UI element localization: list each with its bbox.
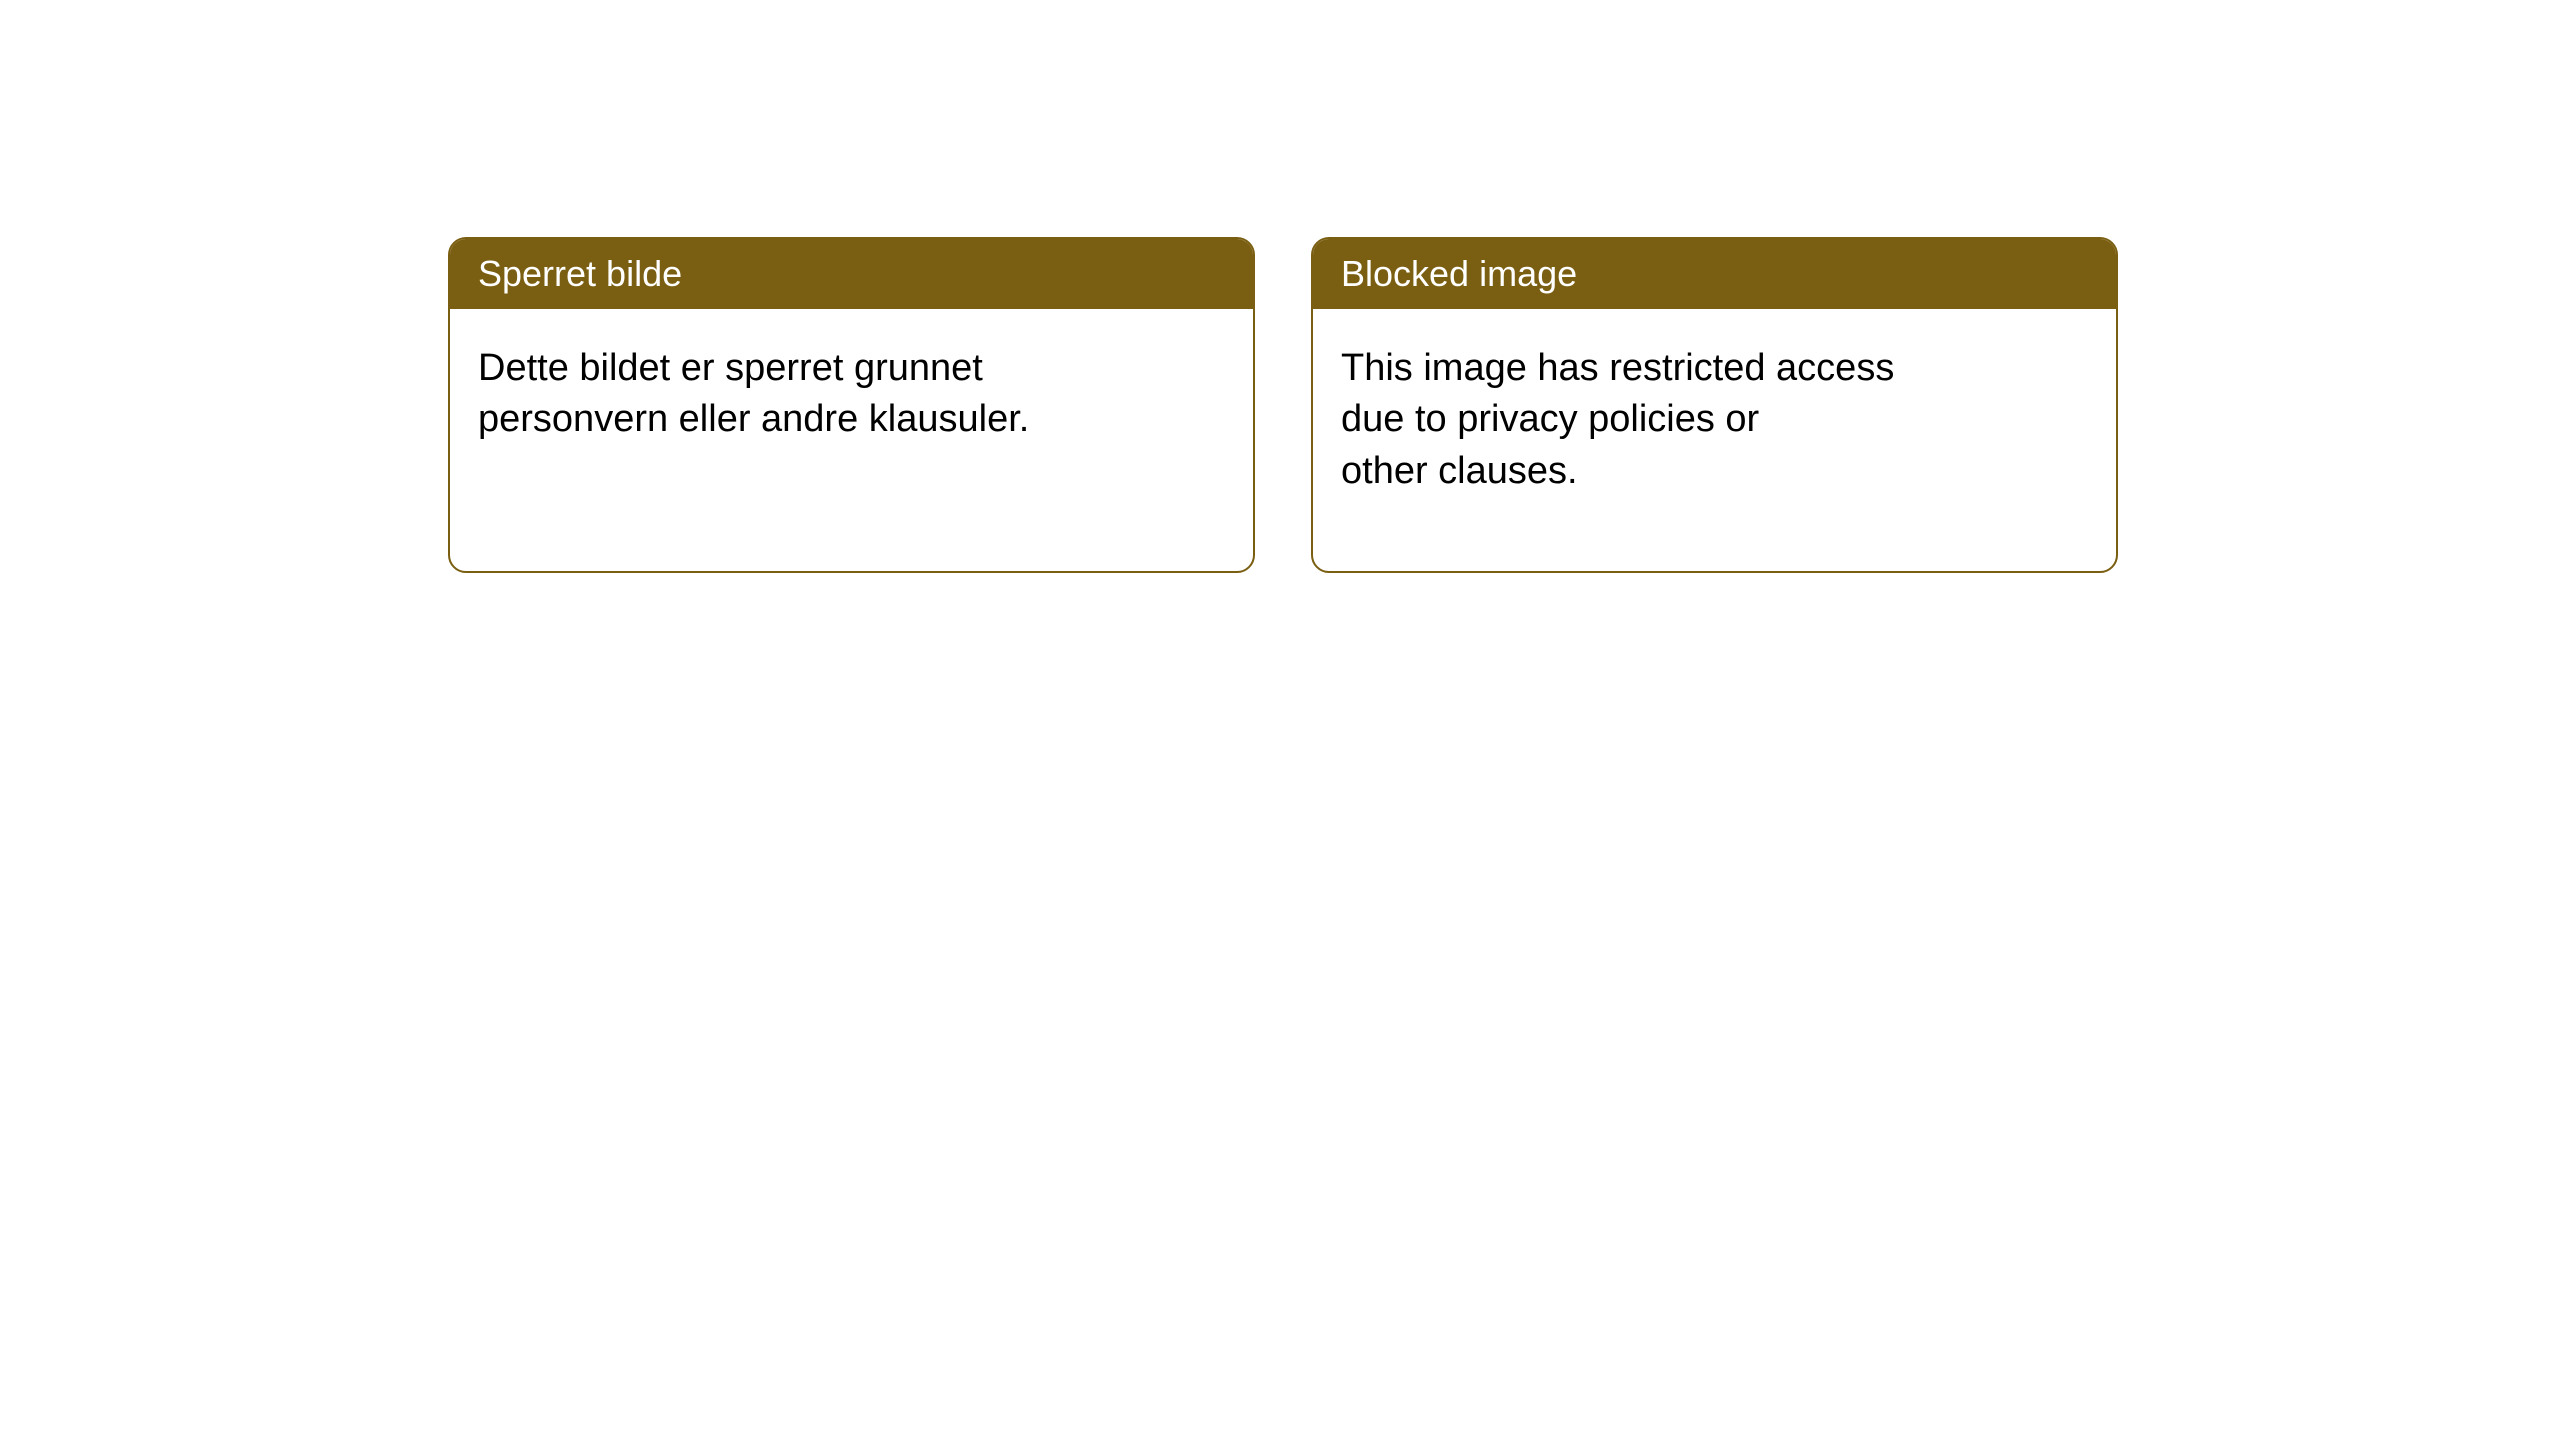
notice-title-en: Blocked image	[1313, 239, 2116, 309]
notice-container: Sperret bilde Dette bildet er sperret gr…	[448, 237, 2118, 573]
notice-body-en: This image has restricted access due to …	[1313, 309, 2116, 531]
notice-title-no: Sperret bilde	[450, 239, 1253, 309]
notice-body-no: Dette bildet er sperret grunnet personve…	[450, 309, 1253, 480]
notice-card-en: Blocked image This image has restricted …	[1311, 237, 2118, 573]
notice-card-no: Sperret bilde Dette bildet er sperret gr…	[448, 237, 1255, 573]
